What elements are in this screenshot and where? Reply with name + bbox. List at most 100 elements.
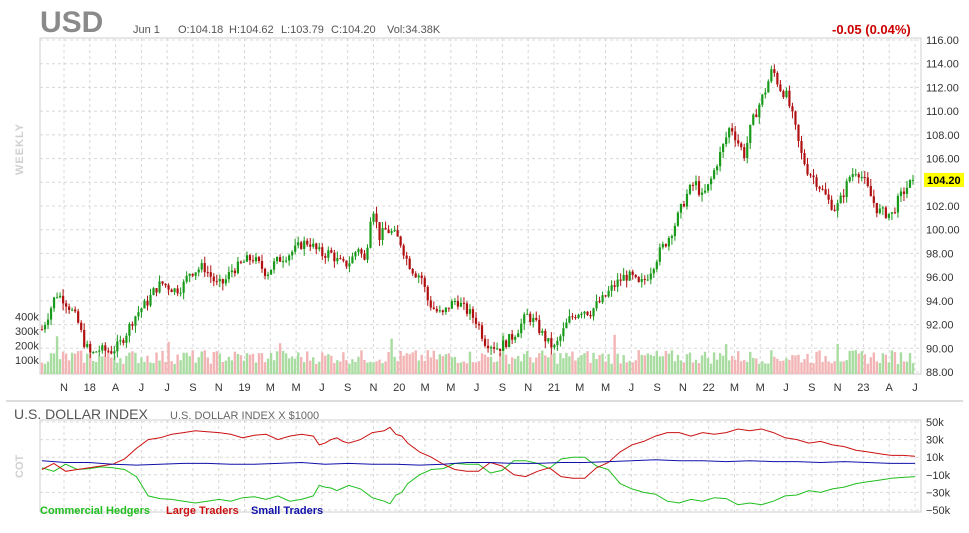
volume-bar — [715, 359, 719, 374]
volume-bar — [366, 362, 369, 374]
candle-body — [272, 261, 276, 270]
volume-bar — [113, 358, 116, 374]
candle-body — [890, 212, 894, 214]
volume-bar — [137, 363, 140, 374]
candle-body — [429, 300, 432, 308]
volume-bar — [746, 361, 749, 374]
volume-bar — [76, 351, 80, 374]
candle-body — [209, 272, 212, 277]
candle-body — [89, 343, 92, 353]
volume-bar — [375, 361, 378, 374]
volume-bar — [345, 360, 348, 374]
volume-bar — [348, 363, 351, 374]
volume-bar — [284, 353, 288, 374]
volume-bar — [872, 352, 876, 374]
candle-body — [884, 207, 887, 218]
volume-bar — [676, 354, 680, 374]
price-tick-label: 98.00 — [926, 248, 954, 260]
volume-bar — [330, 355, 333, 374]
candle-body — [706, 184, 710, 191]
candle-body — [854, 174, 857, 176]
candle-body — [764, 92, 767, 95]
candle-body — [502, 340, 505, 351]
volume-bar — [227, 356, 231, 374]
volume-bar — [52, 353, 56, 374]
candle-body — [860, 177, 863, 179]
time-tick-label: N — [369, 382, 377, 394]
candle-body — [634, 274, 637, 278]
candle-body — [288, 255, 291, 261]
volume-bar — [598, 355, 601, 374]
candle-body — [514, 337, 517, 340]
candle-body — [46, 319, 50, 325]
candle-body — [565, 322, 568, 329]
candle-body — [755, 114, 758, 118]
volume-bar — [785, 358, 788, 374]
volume-bar — [595, 359, 598, 374]
volume-bar — [812, 363, 815, 374]
candle-body — [773, 69, 776, 73]
candle-body — [806, 164, 809, 175]
candle-body — [652, 269, 655, 274]
volume-bar — [592, 352, 595, 374]
volume-bar — [788, 359, 791, 374]
volume-bar — [670, 350, 674, 374]
candle-body — [716, 166, 719, 171]
candle-body — [203, 263, 206, 273]
time-tick-label: M — [266, 382, 275, 394]
candle-body — [233, 270, 236, 274]
volume-bar — [143, 361, 146, 374]
volume-bar — [224, 360, 228, 374]
volume-bar — [532, 362, 535, 374]
candle-body — [592, 308, 595, 317]
volume-bar — [245, 353, 249, 374]
volume-bar — [565, 352, 568, 374]
volume-bar — [691, 362, 695, 374]
candle-body — [143, 300, 146, 309]
volume-bar — [128, 352, 131, 374]
volume-bar — [447, 353, 451, 374]
candle-body — [734, 131, 737, 141]
volume-bar — [197, 357, 200, 374]
volume-bar — [806, 353, 809, 374]
candle-body — [788, 90, 791, 107]
volume-bar — [571, 351, 574, 374]
volume-bar — [818, 350, 821, 374]
volume-bar — [318, 361, 321, 374]
candle-body — [297, 242, 300, 246]
time-tick-label: S — [189, 382, 196, 394]
volume-bar — [501, 332, 505, 374]
volume-bar — [899, 352, 903, 374]
volume-bar — [869, 357, 873, 374]
time-tick-label: M — [730, 382, 739, 394]
candle-body — [269, 269, 273, 275]
volume-bar — [61, 351, 65, 374]
volume-bar — [95, 361, 98, 374]
volume-bar — [480, 353, 484, 374]
volume-bar — [468, 351, 472, 374]
volume-bar — [486, 357, 490, 374]
volume-bar — [179, 360, 182, 374]
time-tick-label: 21 — [548, 382, 560, 394]
volume-bar — [664, 350, 668, 374]
volume-bar — [749, 351, 752, 374]
volume-bar — [724, 344, 728, 374]
candle-body — [896, 196, 900, 213]
candle-body — [508, 334, 511, 348]
candle-body — [830, 199, 833, 210]
cot-series-line — [41, 456, 916, 506]
legend-commercial-hedgers: Commercial Hedgers — [40, 505, 151, 517]
volume-bar — [119, 358, 122, 374]
volume-bar — [733, 359, 737, 374]
candle-body — [74, 309, 77, 312]
volume-bar — [779, 361, 782, 374]
candle-body — [52, 297, 56, 309]
candle-body — [607, 290, 610, 297]
candle-body — [348, 263, 351, 267]
time-tick-label: J — [783, 382, 789, 394]
volume-bar — [682, 362, 686, 374]
candle-body — [824, 189, 827, 195]
candle-body — [719, 152, 722, 167]
